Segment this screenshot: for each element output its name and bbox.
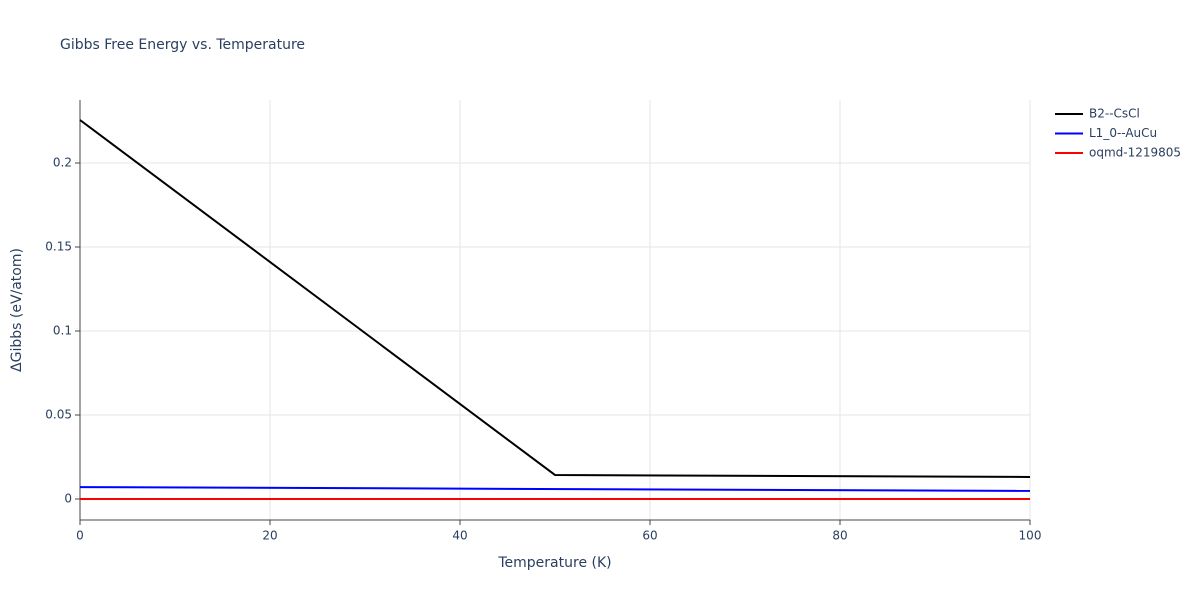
x-tick-label: 40 (452, 529, 467, 543)
chart-title: Gibbs Free Energy vs. Temperature (60, 37, 305, 53)
y-tick-label: 0 (64, 492, 72, 506)
x-tick-label: 60 (642, 529, 657, 543)
x-axis-label: Temperature (K) (497, 555, 611, 571)
x-tick-label: 0 (76, 529, 84, 543)
x-tick-label: 100 (1019, 529, 1042, 543)
y-axis-label: ΔGibbs (eV/atom) (9, 248, 25, 372)
legend-label: L1_0--AuCu (1089, 126, 1157, 140)
y-tick-label: 0.1 (53, 324, 72, 338)
y-tick-label: 0.15 (45, 240, 72, 254)
legend-label: B2--CsCl (1089, 107, 1140, 121)
legend-label: oqmd-1219805 (1089, 146, 1181, 160)
x-tick-label: 80 (832, 529, 847, 543)
series-line (79, 486, 1031, 492)
x-tick-label: 20 (262, 529, 277, 543)
y-tick-label: 0.05 (45, 408, 72, 422)
series-line (79, 119, 1031, 478)
y-tick-label: 0.2 (53, 156, 72, 170)
